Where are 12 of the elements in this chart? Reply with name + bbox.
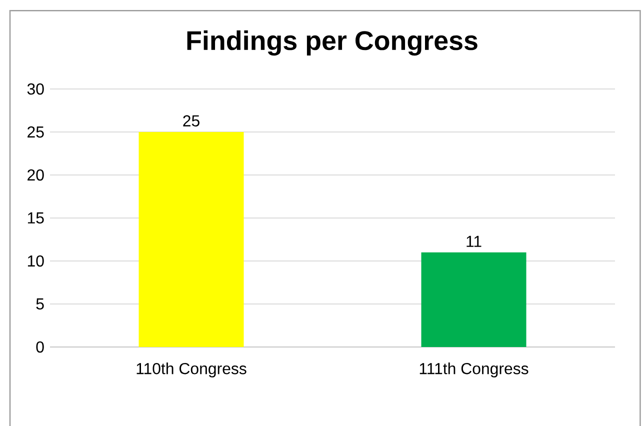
chart-title: Findings per Congress <box>187 30 478 56</box>
data-label: 25 <box>183 115 200 126</box>
y-tick-label: 20 <box>28 169 44 181</box>
x-tick-label: 110th Congress <box>136 362 246 378</box>
y-tick-label: 15 <box>28 212 44 224</box>
y-tick-label: 0 <box>36 341 44 353</box>
y-tick-label: 10 <box>28 255 44 267</box>
data-label: 11 <box>466 236 482 247</box>
y-tick-label: 25 <box>28 126 44 138</box>
x-tick-label: 111th Congress <box>420 362 528 378</box>
y-tick-label: 30 <box>27 83 44 95</box>
y-tick-label: 5 <box>36 298 44 310</box>
